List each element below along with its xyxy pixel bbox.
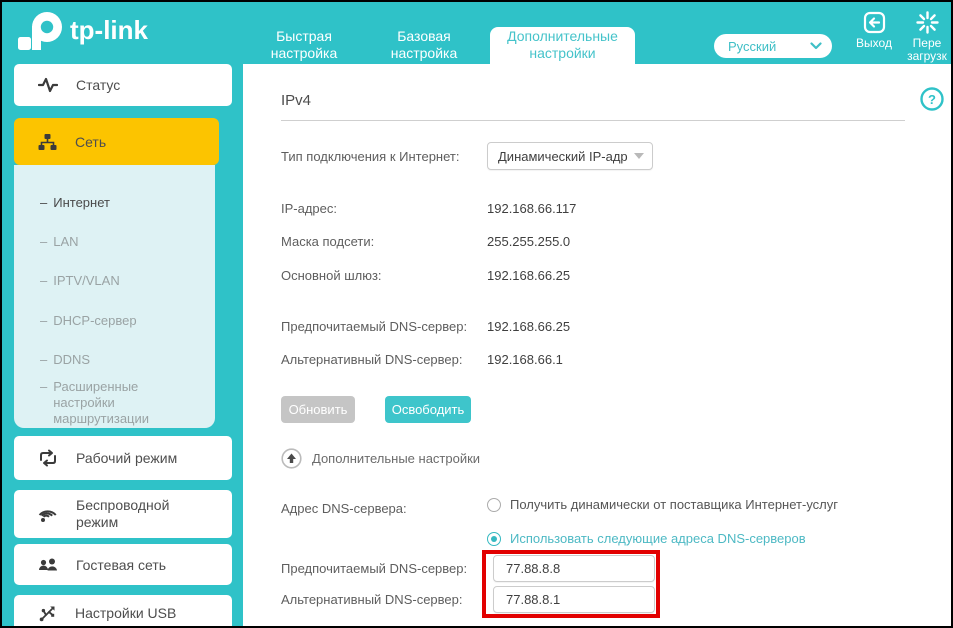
subnet-mask-value: 255.255.255.0 bbox=[487, 234, 571, 249]
collapse-arrow-icon bbox=[281, 448, 302, 469]
sidebar-item-usb[interactable]: Настройки USB bbox=[14, 595, 232, 626]
sidebar-item-network[interactable]: Сеть bbox=[14, 118, 219, 165]
pulse-icon bbox=[38, 77, 58, 93]
dns-option-manual-label: Использовать следующие адреса DNS-сервер… bbox=[510, 531, 806, 546]
dash: – bbox=[40, 234, 48, 249]
submenu-label: Интернет bbox=[53, 195, 110, 210]
gateway-value: 192.168.66.25 bbox=[487, 268, 571, 283]
preferred-dns-label: Предпочитаемый DNS-сервер: bbox=[281, 319, 468, 334]
sidebar-item-label: Настройки USB bbox=[75, 604, 177, 621]
dash: – bbox=[40, 273, 48, 288]
svg-text:?: ? bbox=[928, 92, 936, 107]
submenu-label: DDNS bbox=[53, 352, 91, 367]
dash: – bbox=[40, 352, 48, 367]
alternate-dns-label: Альтернативный DNS-сервер: bbox=[281, 352, 463, 367]
release-button[interactable]: Освободить bbox=[385, 396, 471, 423]
alternate-dns-value: 192.168.66.1 bbox=[487, 352, 563, 367]
submenu-label: IPTV/VLAN bbox=[53, 273, 120, 288]
connection-type-select[interactable]: Динамический IP-адр bbox=[487, 142, 653, 170]
logout-icon bbox=[863, 11, 885, 34]
alternate-dns-field-label: Альтернативный DNS-сервер: bbox=[281, 592, 463, 607]
ip-address-value: 192.168.66.117 bbox=[487, 201, 577, 216]
dns-option-dynamic-label: Получить динамически от поставщика Интер… bbox=[510, 497, 838, 512]
sidebar-item-label: Статус bbox=[76, 77, 121, 93]
logout-button[interactable]: Выход bbox=[848, 11, 900, 50]
dash: – bbox=[40, 195, 48, 210]
sidebar-item-status[interactable]: Статус bbox=[14, 64, 232, 106]
title-divider bbox=[281, 120, 905, 121]
sidebar-item-label: Беспроводной режим bbox=[76, 497, 170, 530]
sidebar-item-wireless[interactable]: Беспроводной режим bbox=[14, 490, 232, 538]
reboot-label-line1: Пере bbox=[912, 36, 942, 50]
guest-network-icon bbox=[39, 558, 57, 571]
connection-type-value: Динамический IP-адр bbox=[498, 148, 628, 164]
preferred-dns-input[interactable] bbox=[493, 555, 655, 582]
renew-button[interactable]: Обновить bbox=[281, 396, 355, 423]
advanced-settings-label: Дополнительные настройки bbox=[312, 451, 481, 466]
sidebar-item-label: Гостевая сеть bbox=[76, 556, 167, 573]
dns-option-dynamic[interactable]: Получить динамически от поставщика Интер… bbox=[487, 497, 838, 512]
logout-label: Выход bbox=[856, 36, 892, 50]
submenu-item-advanced-routing[interactable]: – Расширенные настройки маршрутизации bbox=[40, 379, 203, 427]
main-content: IPv4 ? Тип подключения к Интернет: Динам… bbox=[243, 64, 951, 626]
network-submenu: – Интернет – LAN – IPTV/VLAN – DHCP-серв… bbox=[14, 165, 215, 428]
sidebar-item-label: Рабочий режим bbox=[76, 450, 178, 466]
connection-type-label: Тип подключения к Интернет: bbox=[281, 149, 460, 164]
network-icon bbox=[38, 133, 57, 150]
dns-option-manual[interactable]: Использовать следующие адреса DNS-сервер… bbox=[487, 531, 806, 546]
submenu-label: LAN bbox=[53, 234, 79, 249]
tp-link-logo: tp-link bbox=[18, 12, 149, 50]
ip-address-label: IP-адрес: bbox=[281, 201, 337, 216]
language-value: Русский bbox=[728, 38, 777, 54]
sidebar-item-guest-network[interactable]: Гостевая сеть bbox=[14, 544, 232, 585]
page-title: IPv4 bbox=[281, 92, 312, 109]
sidebar-item-operation-mode[interactable]: Рабочий режим bbox=[14, 436, 232, 480]
dash: – bbox=[40, 379, 48, 394]
usb-icon bbox=[39, 606, 55, 621]
submenu-item-iptv-vlan[interactable]: – IPTV/VLAN bbox=[40, 273, 120, 289]
reboot-label-line2: загрузк bbox=[907, 49, 947, 63]
submenu-item-dhcp[interactable]: – DHCP-сервер bbox=[40, 313, 137, 329]
alternate-dns-input[interactable] bbox=[493, 586, 655, 613]
reboot-button[interactable]: Пере загрузк bbox=[902, 11, 951, 63]
tab-basic[interactable]: Базовая настройка bbox=[390, 28, 458, 61]
wireless-icon bbox=[38, 509, 57, 522]
dash: – bbox=[40, 313, 48, 328]
help-icon[interactable]: ? bbox=[919, 86, 945, 112]
select-arrow-icon bbox=[634, 153, 644, 159]
language-select[interactable]: Русский bbox=[714, 34, 832, 58]
dns-address-label: Адрес DNS-сервера: bbox=[281, 501, 407, 516]
tab-advanced[interactable]: Дополнительные настройки bbox=[490, 27, 635, 64]
subnet-mask-label: Маска подсети: bbox=[281, 234, 375, 249]
gateway-label: Основной шлюз: bbox=[281, 268, 382, 283]
advanced-settings-toggle[interactable]: Дополнительные настройки bbox=[281, 448, 480, 469]
svg-text:tp-link: tp-link bbox=[70, 15, 149, 45]
reboot-icon bbox=[915, 11, 939, 34]
sidebar-item-label: Сеть bbox=[75, 133, 107, 150]
submenu-item-ddns[interactable]: – DDNS bbox=[40, 352, 90, 368]
submenu-item-lan[interactable]: – LAN bbox=[40, 234, 79, 250]
submenu-item-internet[interactable]: – Интернет bbox=[40, 195, 110, 211]
preferred-dns-value: 192.168.66.25 bbox=[487, 319, 571, 334]
chevron-down-icon bbox=[810, 42, 822, 50]
operation-mode-icon bbox=[40, 449, 56, 467]
radio-selected-icon[interactable] bbox=[487, 531, 501, 546]
submenu-label: DHCP-сервер bbox=[53, 313, 137, 328]
radio-unselected-icon[interactable] bbox=[487, 497, 501, 512]
tab-quick-setup[interactable]: Быстрая настройка bbox=[270, 28, 338, 61]
preferred-dns-field-label: Предпочитаемый DNS-сервер: bbox=[281, 561, 468, 576]
submenu-label: Расширенные настройки маршрутизации bbox=[53, 379, 150, 426]
